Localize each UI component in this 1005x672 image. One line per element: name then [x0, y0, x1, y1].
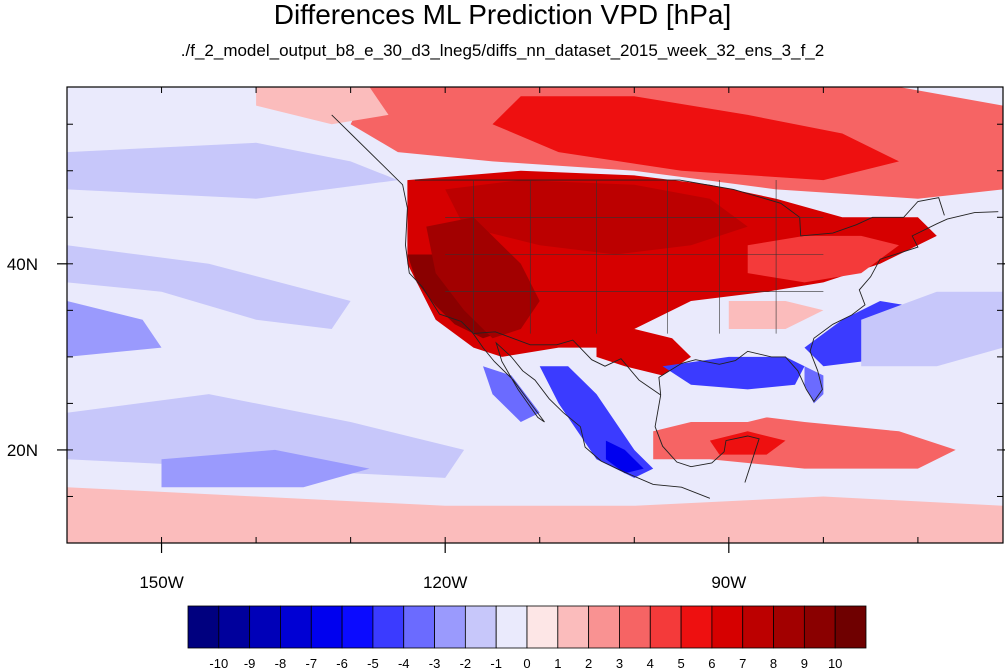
x-tick-label: 90W [711, 573, 746, 592]
colorbar-label: -4 [398, 656, 410, 671]
coast-mexico-gulf [654, 394, 760, 483]
colorbar-label: 1 [554, 656, 561, 671]
x-tick-label: 120W [423, 573, 467, 592]
colorbar-label: -1 [490, 656, 502, 671]
colorbar-label: 3 [616, 656, 623, 671]
map-frame [66, 86, 1004, 544]
field-tropics-warm [67, 487, 1003, 543]
field-atlantic-band [861, 291, 1003, 367]
border-us-mexico [472, 331, 661, 396]
colorbar-label: 8 [770, 656, 777, 671]
colorbar-label: 10 [828, 656, 842, 671]
colorbar-swatch [773, 605, 805, 649]
field-caribbean-hot [709, 431, 786, 455]
colorbar-swatch [557, 605, 590, 649]
colorbar-swatch [372, 605, 405, 649]
colorbar-swatch [588, 605, 620, 649]
colorbar-swatch [680, 605, 713, 649]
border-us-canada [414, 179, 945, 237]
field-pacific-band-far-south [161, 449, 370, 488]
colorbar-swatch [249, 605, 281, 649]
field-alaska-pale [256, 87, 389, 125]
field-pacific-bands [67, 301, 162, 357]
colorbar-swatch [218, 605, 251, 649]
field-gulf-cool [662, 356, 805, 390]
colorbar-label: 0 [523, 656, 530, 671]
colorbar-swatch [310, 605, 343, 649]
colorbar-swatch [711, 605, 744, 649]
colorbar-label: 9 [801, 656, 808, 671]
colorbar-swatch [526, 605, 559, 649]
colorbar-label: -9 [244, 656, 256, 671]
colorbar-swatch [619, 605, 651, 649]
field-mexico-deep-cool [605, 440, 644, 474]
coast-gulf [658, 211, 999, 403]
colorbar-label: 2 [585, 656, 592, 671]
y-tick-label: 40N [7, 255, 38, 274]
field-baja-cool [483, 366, 540, 422]
colorbar: -10 -9 -8 -7 -6 -5 -4 -3 -2 -1 0 1 2 3 4 5 6 7 8 9 10 [187, 605, 867, 671]
colorbar-label: 7 [739, 656, 746, 671]
colorbar-swatch [834, 605, 867, 649]
coast-north-america [331, 114, 711, 499]
field-canada-core [492, 96, 899, 181]
colorbar-label: -8 [275, 656, 287, 671]
colorbar-swatch [434, 605, 466, 649]
colorbar-label: -6 [336, 656, 348, 671]
colorbar-label: -7 [305, 656, 317, 671]
colorbar-label: -10 [209, 656, 228, 671]
field-southwest-inner [426, 217, 540, 339]
colorbar-swatch [495, 605, 528, 649]
field-pacific-band-north [67, 142, 398, 199]
x-tick-label: 150W [139, 573, 183, 592]
field-pacific-band-south [67, 394, 465, 478]
y-tick-label: 20N [7, 441, 38, 460]
colorbar-label: 5 [677, 656, 684, 671]
field-east-us [747, 235, 899, 283]
colorbar-swatch [403, 605, 435, 649]
chart-title: Differences ML Prediction VPD [hPa] [273, 0, 732, 30]
field-texas-warm [596, 329, 691, 376]
colorbar-label: -3 [429, 656, 441, 671]
colorbar-swatch [649, 605, 682, 649]
colorbar-label: 6 [708, 656, 715, 671]
map-field [67, 87, 1003, 543]
colorbar-swatch [280, 605, 312, 649]
colorbar-swatch [803, 605, 836, 649]
axis-ticks: 150W 120W 90W 40N 20N [7, 87, 1005, 592]
field-gulf-of-mexico-pale [672, 394, 786, 422]
colorbar-label: 4 [647, 656, 654, 671]
colorbar-swatch [464, 605, 497, 649]
coastlines [331, 114, 999, 499]
chart-subtitle: ./f_2_model_output_b8_e_30_d3_lneg5/diff… [180, 41, 825, 60]
colorbar-swatch [742, 605, 774, 649]
colorbar-label: -5 [367, 656, 379, 671]
colorbar-label: -2 [460, 656, 472, 671]
field-pacific-band-mid [67, 245, 351, 329]
colorbar-swatch [187, 605, 220, 649]
colorbar-swatch [341, 605, 374, 649]
field-caribbean-warm [653, 412, 956, 469]
